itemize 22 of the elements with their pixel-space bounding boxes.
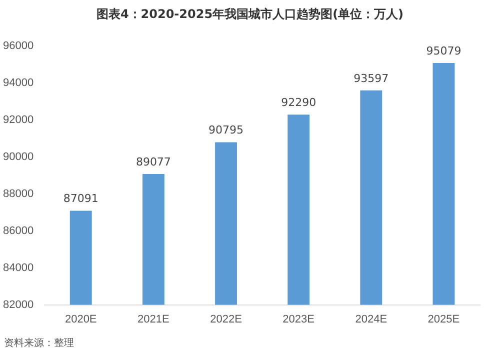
y-tick-label: 86000 xyxy=(2,224,34,237)
x-tick-label: 2023E xyxy=(282,313,314,326)
chart-title: 图表4：2020-2025年我国城市人口趋势图(单位：万人) xyxy=(95,6,405,23)
x-tick-label: 2022E xyxy=(210,313,242,326)
x-tick-label: 2025E xyxy=(428,313,460,326)
y-tick-label: 90000 xyxy=(2,150,34,163)
y-tick-label: 82000 xyxy=(2,298,34,311)
y-tick-label: 92000 xyxy=(2,114,34,126)
data-label: 90795 xyxy=(208,124,244,137)
y-tick-label: 96000 xyxy=(2,40,34,52)
x-tick-label: 2024E xyxy=(355,313,388,326)
data-label: 89077 xyxy=(136,155,171,168)
data-label: 92290 xyxy=(281,96,316,109)
data-label: 93597 xyxy=(354,72,389,85)
data-label: 87091 xyxy=(63,192,98,206)
y-tick-label: 94000 xyxy=(2,77,34,90)
data-label: 95079 xyxy=(426,44,462,58)
x-tick-label: 2021E xyxy=(138,313,170,326)
y-tick-label: 84000 xyxy=(2,262,34,274)
y-tick-label: 88000 xyxy=(2,188,34,200)
text: 资料来源：整理 xyxy=(4,336,74,350)
x-tick-label: 2020E xyxy=(64,313,97,326)
